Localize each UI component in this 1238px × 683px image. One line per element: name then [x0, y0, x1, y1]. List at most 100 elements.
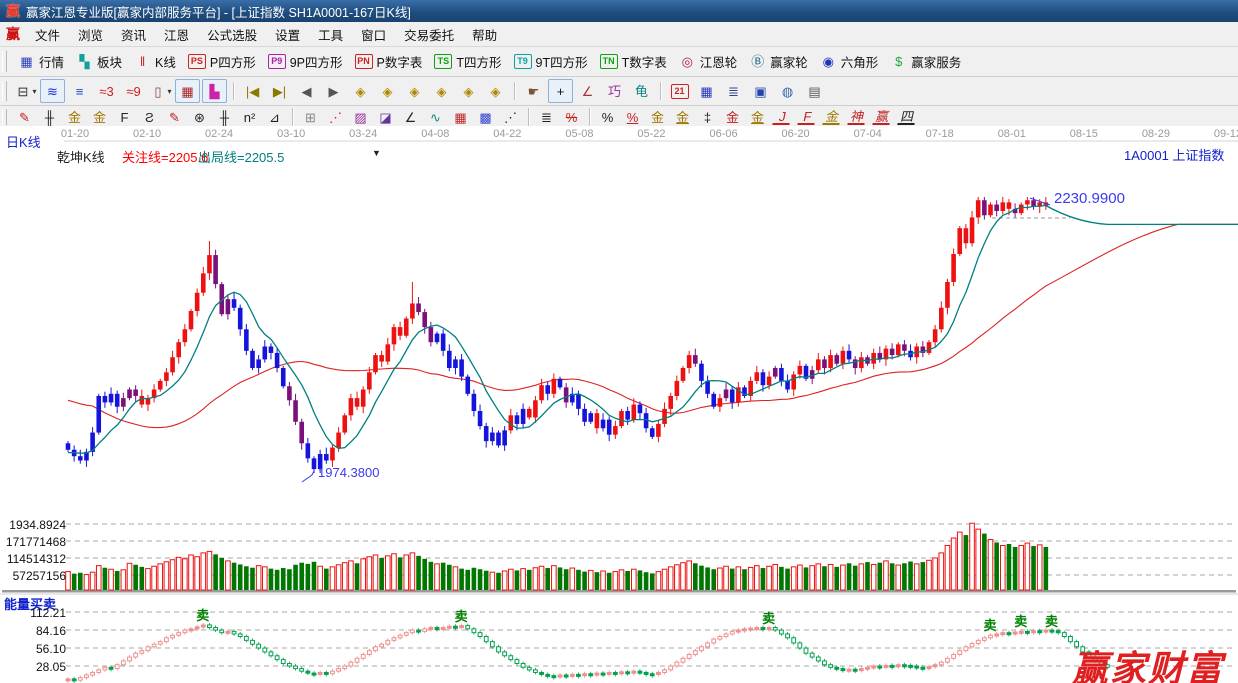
- toolbar-icon: ☛: [527, 83, 540, 99]
- parallel-lines-tool[interactable]: ⋰: [499, 107, 522, 127]
- menu-item[interactable]: 交易委托: [404, 28, 455, 43]
- kline-period-button[interactable]: ⊟ ▾: [13, 79, 38, 103]
- qiao-tool-button[interactable]: 巧: [602, 79, 627, 103]
- box-grid-tool[interactable]: ⊞: [299, 107, 322, 127]
- menu-item[interactable]: 江恩: [164, 28, 190, 43]
- symbol-label[interactable]: 1A0001 上证指数: [1124, 148, 1225, 163]
- kline-button[interactable]: ‖ K线: [128, 50, 182, 73]
- percent-line-tool[interactable]: %: [560, 107, 583, 127]
- chart-area[interactable]: 日K线 01-20 02-10 02-24 03-10 03-24 04-08 04-22 0…: [0, 126, 1238, 683]
- menu-item[interactable]: 帮助: [472, 28, 498, 43]
- f10-info-button[interactable]: ≡: [67, 79, 92, 103]
- title-bar[interactable]: 赢 赢家江恩专业版[赢家内部服务平台] - [上证指数 SH1A0001-167…: [0, 0, 1238, 22]
- dropdown-caret[interactable]: ▼: [372, 148, 381, 158]
- calculator-button[interactable]: ▦: [694, 79, 719, 103]
- angle-measure-button[interactable]: ∠: [575, 79, 600, 103]
- menu-item[interactable]: 设置: [275, 28, 301, 43]
- prev-bar-button[interactable]: ◀: [294, 79, 319, 103]
- chart-pattern-button[interactable]: ≋: [40, 79, 65, 103]
- menu-item[interactable]: 文件: [35, 28, 61, 43]
- percent-angle-tool[interactable]: %: [621, 107, 644, 127]
- winner-wheel-button[interactable]: Ⓑ 赢家轮: [743, 50, 814, 73]
- red-grid-tool[interactable]: ▦: [449, 107, 472, 127]
- corner-box-tool[interactable]: ◪: [374, 107, 397, 127]
- gold-angle-tool[interactable]: 金: [821, 107, 844, 127]
- pencil-tool[interactable]: ✎: [13, 107, 36, 127]
- angle-lines-tool[interactable]: ∠: [399, 107, 422, 127]
- menu-item[interactable]: 窗口: [361, 28, 387, 43]
- nine-t-square-button[interactable]: T9 9T四方形: [508, 50, 594, 73]
- columns-tool[interactable]: ≣: [535, 107, 558, 127]
- wave-3-button[interactable]: ≈3: [94, 79, 119, 103]
- first-bar-button[interactable]: |◀: [240, 79, 265, 103]
- menu-item[interactable]: 公式选股: [207, 28, 258, 43]
- hand-tool-button[interactable]: ☛: [521, 79, 546, 103]
- calendar-button[interactable]: 21: [667, 79, 692, 103]
- gold-red-line-tool[interactable]: 金: [746, 107, 769, 127]
- n-square-tool[interactable]: n²: [238, 107, 261, 127]
- circle-ticks-tool[interactable]: ⊛: [188, 107, 211, 127]
- pencil-ruler-tool[interactable]: ✎: [163, 107, 186, 127]
- wave-gold-tool[interactable]: 金: [721, 107, 744, 127]
- j-angle-tool[interactable]: J: [771, 107, 794, 127]
- wave-9-button[interactable]: ≈9: [121, 79, 146, 103]
- hexagon-button[interactable]: ◉ 六角形: [814, 50, 885, 73]
- fan-lines-tool[interactable]: ⋰: [324, 107, 347, 127]
- expand-button[interactable]: ◈: [429, 79, 454, 103]
- si-angle-tool[interactable]: 四: [896, 107, 919, 127]
- notes-button[interactable]: ≣: [721, 79, 746, 103]
- nine-p-square-button[interactable]: P9 9P四方形: [262, 50, 349, 73]
- turtle-tool-button[interactable]: 龟: [629, 79, 654, 103]
- blue-grid-tool[interactable]: ▩: [474, 107, 497, 127]
- zoom-out-button[interactable]: ◈: [456, 79, 481, 103]
- p-square-button[interactable]: PS P四方形: [182, 50, 262, 73]
- oscillator-name-label[interactable]: 能量买卖: [4, 597, 57, 612]
- t-number-table-button[interactable]: TN T数字表: [594, 50, 673, 73]
- compress-button[interactable]: ◈: [402, 79, 427, 103]
- gold-circle-tool[interactable]: 金: [646, 107, 669, 127]
- winner-service-button[interactable]: $ 赢家服务: [884, 50, 967, 73]
- date-tick-label: 04-22: [493, 128, 522, 140]
- p-number-table-button[interactable]: PN P数字表: [349, 50, 429, 73]
- menu-item[interactable]: 工具: [318, 28, 344, 43]
- f-grid-tool[interactable]: F: [113, 107, 136, 127]
- web-button[interactable]: ◍: [775, 79, 800, 103]
- brush-bars-tool[interactable]: ‡: [696, 107, 719, 127]
- gann-comb-tool[interactable]: ╫: [38, 107, 61, 127]
- zigzag-tool[interactable]: ∿: [424, 107, 447, 127]
- ying-angle-tool[interactable]: 赢: [871, 107, 894, 127]
- crosshair-button[interactable]: +: [548, 79, 573, 103]
- gann-box-button[interactable]: ▦: [175, 79, 200, 103]
- menu-item[interactable]: 资讯: [121, 28, 147, 43]
- shift-left-button[interactable]: ◈: [348, 79, 373, 103]
- blocks-button[interactable]: ▚ 板块: [70, 50, 128, 73]
- toolbar-separator: [660, 82, 661, 100]
- box-fan-tool[interactable]: ▨: [349, 107, 372, 127]
- t-square-button[interactable]: TS T四方形: [428, 50, 507, 73]
- spiral-tool[interactable]: Ƨ: [138, 107, 161, 127]
- panel-period-label[interactable]: 日K线: [6, 135, 41, 150]
- zoom-in-button[interactable]: ◈: [483, 79, 508, 103]
- shift-right-button[interactable]: ◈: [375, 79, 400, 103]
- toolbar-icon: ≈3: [99, 83, 114, 99]
- workstation-button[interactable]: ▤: [802, 79, 827, 103]
- shen-angle-tool[interactable]: 神: [846, 107, 869, 127]
- chart-canvas[interactable]: [0, 126, 1238, 683]
- angle-ruler-tool[interactable]: ⊿: [263, 107, 286, 127]
- f-angle-tool[interactable]: F: [796, 107, 819, 127]
- toolbar-separator: [528, 108, 529, 126]
- menu-item[interactable]: 浏览: [78, 28, 104, 43]
- comb-tool[interactable]: ╫: [213, 107, 236, 127]
- gann-wheel-button[interactable]: ◎ 江恩轮: [673, 50, 744, 73]
- gold-underline-tool[interactable]: 金: [671, 107, 694, 127]
- volume-profile-button[interactable]: ▙: [202, 79, 227, 103]
- gold-tool-1[interactable]: 金: [63, 107, 86, 127]
- quotes-button[interactable]: ▦ 行情: [12, 50, 70, 73]
- gold-tool-2[interactable]: 金: [88, 107, 111, 127]
- last-bar-button[interactable]: ▶|: [267, 79, 292, 103]
- next-bar-button[interactable]: ▶: [321, 79, 346, 103]
- save-button[interactable]: ▣: [748, 79, 773, 103]
- indicator-name-label[interactable]: 乾坤K线: [57, 150, 105, 165]
- candle-style-button[interactable]: ▯ ▾: [148, 79, 173, 103]
- percent-tool[interactable]: %: [596, 107, 619, 127]
